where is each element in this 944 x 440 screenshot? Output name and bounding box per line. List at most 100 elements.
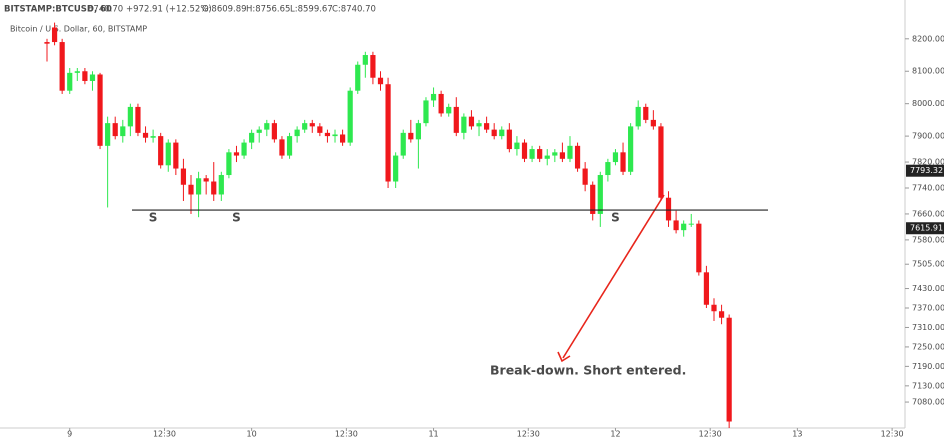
candle-body xyxy=(271,123,277,140)
candle-body xyxy=(324,132,331,137)
y-tick-label: 7505.00 xyxy=(912,260,944,269)
candle-body xyxy=(423,100,429,124)
candle-body xyxy=(112,123,118,137)
candle-body xyxy=(552,152,558,156)
y-tick-label: 7660.00 xyxy=(912,209,944,218)
candle-body xyxy=(188,184,194,195)
candle-body xyxy=(605,162,611,176)
candle-body xyxy=(415,123,421,140)
candle-body xyxy=(203,178,209,182)
candle-body xyxy=(681,223,687,231)
candle-body xyxy=(385,84,391,182)
candle-body xyxy=(135,106,141,133)
symbol: BITSTAMP:BTCUSD, 60 xyxy=(4,5,112,15)
candle-body xyxy=(158,136,164,166)
candle-body xyxy=(703,272,710,305)
subtitle: Bitcoin / U.S. Dollar, 60, BITSTAMP xyxy=(10,25,147,34)
candle-body xyxy=(620,152,626,172)
y-tick-label: 8100.00 xyxy=(912,67,944,76)
price-tag-label: 7793.32 xyxy=(910,166,943,175)
x-tick-label: 12:30 xyxy=(517,430,540,439)
candle-body xyxy=(711,304,717,312)
candle-body xyxy=(408,132,414,140)
candle-body xyxy=(491,129,497,137)
y-tick-label: 8000.00 xyxy=(912,99,944,108)
candle-body xyxy=(582,168,588,185)
x-tick-label: 11 xyxy=(428,430,438,439)
x-tick-label: 10 xyxy=(247,430,257,439)
candle-body xyxy=(226,152,232,176)
y-tick-label: 7900.00 xyxy=(912,132,944,141)
candle-body xyxy=(446,106,452,114)
candle-body xyxy=(195,178,202,195)
candle-body xyxy=(165,142,171,166)
annotation: S xyxy=(232,211,241,225)
candle-body xyxy=(370,55,376,78)
candle-body xyxy=(430,93,437,101)
y-tick-label: 7430.00 xyxy=(912,284,944,293)
y-tick-label: 8200.00 xyxy=(912,34,944,43)
y-tick-label: 7130.00 xyxy=(912,381,944,390)
candle-body xyxy=(377,77,384,85)
candle-body xyxy=(537,149,543,159)
x-tick-label: 9 xyxy=(67,430,72,439)
candle-body xyxy=(302,123,308,130)
candle-body xyxy=(180,168,187,185)
candle-body xyxy=(612,152,619,163)
candle-body xyxy=(249,132,255,143)
candle-body xyxy=(173,142,179,169)
candle-body xyxy=(339,134,346,143)
price-tag xyxy=(906,164,944,177)
candle-body xyxy=(628,126,634,172)
x-tick-label: 12:30 xyxy=(335,430,358,439)
candle-body xyxy=(514,142,520,150)
candle-body xyxy=(453,106,459,133)
y-tick-label: 7190.00 xyxy=(912,362,944,371)
candle-body xyxy=(658,126,664,198)
candle-body xyxy=(438,93,444,114)
annotation: Break-down. Short entered. xyxy=(490,363,686,378)
y-tick-label: 7820.00 xyxy=(912,158,944,167)
candle-body xyxy=(506,129,512,150)
candle-body xyxy=(264,123,270,130)
candle-body xyxy=(362,55,368,65)
high: H:8756.65 xyxy=(246,5,290,15)
y-tick-label: 7740.00 xyxy=(912,184,944,193)
candle-body xyxy=(105,123,111,146)
candle-body xyxy=(211,181,217,195)
candle-body xyxy=(529,149,535,159)
candle-body xyxy=(521,142,528,159)
candle-body xyxy=(355,64,361,91)
candle-body xyxy=(279,139,285,156)
candle-body xyxy=(635,106,641,127)
candle-body xyxy=(97,74,103,146)
candle-body xyxy=(89,74,96,81)
candle-body xyxy=(286,136,293,156)
candle-body xyxy=(294,129,300,137)
price-tag xyxy=(906,222,944,235)
candle-body xyxy=(309,123,315,127)
x-tick-label: 13 xyxy=(792,430,802,439)
candle-body xyxy=(597,175,603,214)
x-tick-label: 12:30 xyxy=(699,430,722,439)
candle-body xyxy=(127,106,133,127)
y-tick-label: 7370.00 xyxy=(912,304,944,313)
candle-body xyxy=(718,311,725,318)
candle-body xyxy=(82,71,88,81)
candle-body xyxy=(142,132,149,138)
candle-body xyxy=(696,223,702,273)
candle-body xyxy=(218,175,224,195)
candle-body xyxy=(347,90,353,143)
y-tick-label: 7310.00 xyxy=(912,323,944,332)
candle-body xyxy=(317,126,323,133)
change: +972.91 (+12.52%) xyxy=(126,5,212,15)
candle-body xyxy=(332,134,338,137)
candle-body xyxy=(44,42,50,44)
candle-body xyxy=(484,123,490,130)
open: O:8609.89 xyxy=(202,5,247,15)
candle-body xyxy=(51,27,58,43)
candle-body xyxy=(590,184,596,214)
candle-body xyxy=(256,129,262,133)
